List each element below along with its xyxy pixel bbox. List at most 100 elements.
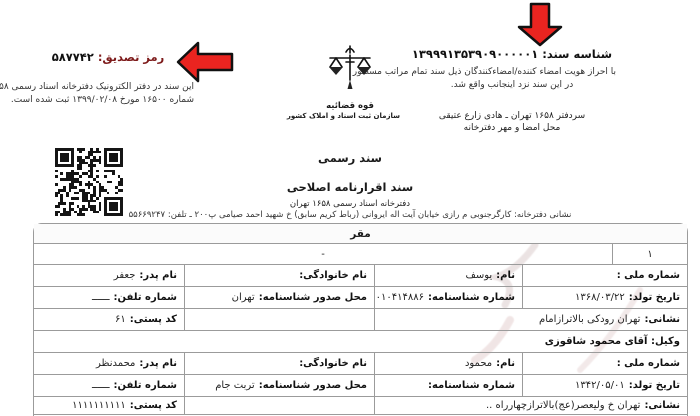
certificate-no-label: شماره شناسنامه: bbox=[427, 380, 515, 391]
qr-code bbox=[55, 148, 123, 216]
person2-national-id-cell: شماره ملی : bbox=[523, 353, 687, 374]
postal-label: کد پستی: bbox=[129, 400, 177, 411]
national-id-label: شماره ملی : bbox=[616, 270, 680, 281]
national-id-label: شماره ملی : bbox=[616, 358, 680, 369]
person2-surname-cell: نام خانوادگی: bbox=[185, 353, 375, 374]
notary-office-line: دفترخانه اسناد رسمی ۱۶۵۸ تهران bbox=[289, 199, 411, 209]
person1-surname-cell: نام خانوادگی: bbox=[185, 265, 375, 286]
power-of-attorney-row: طبق وکالت شماره bbox=[34, 414, 687, 416]
address-value: تهران خ ولیعصر(عج)بالاترازچهارراه .. bbox=[485, 400, 641, 411]
document-id-line: شناسه سند: ۱۳۹۹۹۱۳۵۳۹۰۹۰۰۰۰۰۱ bbox=[408, 47, 616, 61]
verification-code-value: ۵۸۷۷۴۲ bbox=[51, 50, 94, 64]
father-name-label: نام پدر: bbox=[139, 358, 177, 369]
person1-issue-place-cell: محل صدور شناسنامه: تهران bbox=[185, 287, 375, 308]
issue-place-value: تربت جام bbox=[215, 380, 255, 391]
parties-table: مقر ۱ - شماره ملی : نام: یوسف نام خانواد… bbox=[33, 223, 688, 416]
person1-certificate-no-cell: شماره شناسنامه: ۰۰۱۰۴۱۴۸۸۶ bbox=[375, 287, 523, 308]
doc-type-heading: سند رسمی bbox=[318, 151, 382, 165]
birth-date-label: تاریخ تولد: bbox=[628, 380, 680, 391]
father-name-label: نام پدر: bbox=[139, 270, 177, 281]
postal-value: ۱۱۱۱۱۱۱۱۱۱ bbox=[72, 400, 126, 411]
person2-issue-place-cell: محل صدور شناسنامه: تربت جام bbox=[185, 375, 375, 396]
emblem-block: قوه قضائیه سازمان ثبت اسناد و املاک کشور bbox=[286, 44, 400, 120]
notary-office-address: نشانی دفترخانه: کارگرجنوبی م رازی خیابان… bbox=[128, 210, 572, 220]
registration-text-line1: این سند در دفتر الکترونیک دفترخانه اسناد… bbox=[0, 82, 194, 92]
person1-address-row: نشانی: تهران رودکی بالاترازامام کد پستی:… bbox=[34, 308, 687, 330]
person1-national-id-cell: شماره ملی : bbox=[523, 265, 687, 286]
person1-certificate-row: تاریخ تولد: ۱۳۶۸/۰۳/۲۲ شماره شناسنامه: ۰… bbox=[34, 286, 687, 308]
attorney-row: وکیل: آقای محمود شاقوزی bbox=[34, 330, 687, 352]
row-number: ۱ - bbox=[34, 243, 687, 264]
issue-place-value: تهران bbox=[231, 292, 255, 303]
red-left-arrow-icon bbox=[176, 41, 234, 83]
surname-label: نام خانوادگی: bbox=[299, 270, 367, 281]
document-id-label: شناسه سند: bbox=[542, 47, 613, 61]
address-label: نشانی: bbox=[644, 400, 680, 411]
person2-phone-cell: شماره تلفن: ــــــ bbox=[34, 375, 185, 396]
father-name-value: جعفر bbox=[113, 270, 136, 281]
issue-place-label: محل صدور شناسنامه: bbox=[258, 380, 367, 391]
person1-phone-cell: شماره تلفن: ــــــ bbox=[34, 287, 185, 308]
attestation-line1: با احراز هویت امضاء کننده/امضاءکنندگان ذ… bbox=[352, 67, 616, 77]
document-id-block: شناسه سند: ۱۳۹۹۹۱۳۵۳۹۰۹۰۰۰۰۰۱ با احراز ه… bbox=[352, 47, 616, 133]
phone-value: ــــــ bbox=[91, 380, 110, 391]
certificate-no-label: شماره شناسنامه: bbox=[427, 292, 515, 303]
red-down-arrow-icon bbox=[517, 2, 563, 47]
person2-name-cell: نام: محمود bbox=[375, 353, 523, 374]
judiciary-title: قوه قضائیه bbox=[326, 101, 374, 111]
attorney-line: وکیل: آقای محمود شاقوزی bbox=[544, 336, 680, 347]
phone-value: ــــــ bbox=[91, 292, 110, 303]
verification-block: رمز تصدیق: ۵۸۷۷۴۲ این سند در دفتر الکترو… bbox=[0, 50, 194, 107]
person2-address-cell: نشانی: تهران خ ولیعصر(عج)بالاترازچهارراه… bbox=[375, 397, 687, 414]
person2-father-name-cell: نام پدر: محمدنظر bbox=[34, 353, 185, 374]
registration-text-line2: شماره ۱۶۵۰۰ مورخ ۱۳۹۹/۰۲/۰۸ ثبت شده است. bbox=[10, 95, 194, 105]
row-number-value: ۱ bbox=[647, 248, 653, 260]
name-label: نام: bbox=[496, 358, 515, 369]
address-value: تهران رودکی بالاترازامام bbox=[539, 314, 641, 325]
name-value: محمود bbox=[464, 358, 493, 369]
verification-code-label: رمز تصدیق: bbox=[97, 50, 165, 64]
phone-label: شماره تلفن: bbox=[113, 292, 177, 303]
person1-postal-cell: کد پستی: ۶۱ bbox=[34, 309, 185, 330]
person2-birth-date-cell: تاریخ تولد: ۱۳۴۲/۰۵/۰۱ bbox=[523, 375, 687, 396]
father-name-value: محمدنظر bbox=[96, 358, 136, 369]
person1-empty-cell bbox=[185, 309, 375, 330]
notary-line: سردفتر ۱۶۵۸ تهران ـ هادی زارع عتیقی bbox=[438, 111, 586, 121]
name-value: یوسف bbox=[465, 270, 493, 281]
person1-identity-row: شماره ملی : نام: یوسف نام خانوادگی: نام … bbox=[34, 264, 687, 286]
attestation-line2: در این سند نزد اینجانب واقع شد. bbox=[450, 80, 574, 90]
person2-postal-cell: کد پستی: ۱۱۱۱۱۱۱۱۱۱ bbox=[34, 397, 185, 414]
verification-code-line: رمز تصدیق: ۵۸۷۷۴۲ bbox=[22, 50, 194, 64]
birth-date-value: ۱۳۴۲/۰۵/۰۱ bbox=[575, 380, 625, 391]
seal-place-line: محل امضا و مهر دفترخانه bbox=[463, 123, 561, 133]
postal-label: کد پستی: bbox=[129, 314, 177, 325]
birth-date-label: تاریخ تولد: bbox=[628, 292, 680, 303]
registration-organization-title: سازمان ثبت اسناد و املاک کشور bbox=[286, 112, 400, 120]
row-note-cell: - bbox=[34, 244, 613, 264]
person1-birth-date-cell: تاریخ تولد: ۱۳۶۸/۰۳/۲۲ bbox=[523, 287, 687, 308]
certificate-no-value: ۰۰۱۰۴۱۴۸۸۶ bbox=[375, 292, 424, 303]
document-id-value: ۱۳۹۹۹۱۳۵۳۹۰۹۰۰۰۰۰۱ bbox=[411, 47, 539, 61]
postal-value: ۶۱ bbox=[115, 314, 126, 325]
person2-certificate-row: تاریخ تولد: ۱۳۴۲/۰۵/۰۱ شماره شناسنامه: م… bbox=[34, 374, 687, 396]
person1-name-cell: نام: یوسف bbox=[375, 265, 523, 286]
person2-empty-cell bbox=[185, 397, 375, 414]
doc-title-heading: سند اقرارنامه اصلاحی bbox=[286, 180, 414, 194]
person1-address-cell: نشانی: تهران رودکی بالاترازامام bbox=[375, 309, 687, 330]
row-number-cell: ۱ bbox=[613, 244, 687, 264]
table-section-header: مقر bbox=[34, 224, 687, 243]
section-header-label: مقر bbox=[350, 227, 371, 240]
attorney-cell: وکیل: آقای محمود شاقوزی bbox=[34, 331, 687, 352]
name-label: نام: bbox=[496, 270, 515, 281]
person1-father-name-cell: نام پدر: جعفر bbox=[34, 265, 185, 286]
issue-place-label: محل صدور شناسنامه: bbox=[258, 292, 367, 303]
person2-address-row: نشانی: تهران خ ولیعصر(عج)بالاترازچهارراه… bbox=[34, 396, 687, 414]
phone-label: شماره تلفن: bbox=[113, 380, 177, 391]
row-note-value: - bbox=[321, 248, 325, 260]
judiciary-scales-icon bbox=[329, 45, 371, 89]
person2-identity-row: شماره ملی : نام: محمود نام خانوادگی: نام… bbox=[34, 352, 687, 374]
birth-date-value: ۱۳۶۸/۰۳/۲۲ bbox=[575, 292, 625, 303]
address-label: نشانی: bbox=[644, 314, 680, 325]
surname-label: نام خانوادگی: bbox=[299, 358, 367, 369]
